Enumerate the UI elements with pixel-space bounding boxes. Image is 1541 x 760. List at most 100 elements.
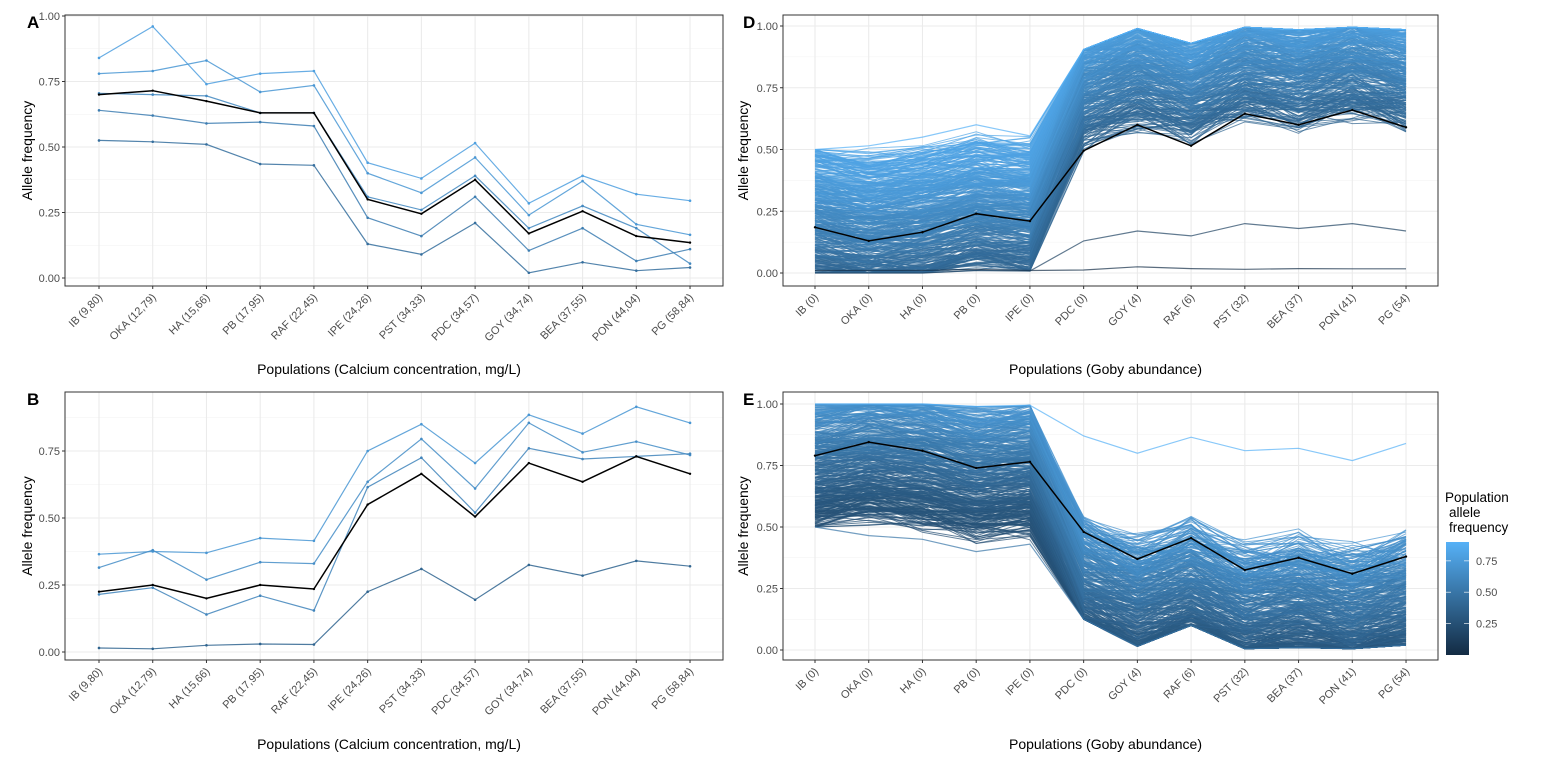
x-tick-label: PG (54) (1376, 666, 1412, 702)
panel-border (782, 14, 1439, 287)
x-tick-label: RAF (22,45) (269, 666, 320, 717)
x-tick-label: OKA (0) (839, 292, 875, 328)
y-tick-label: 0.00 (757, 645, 778, 657)
mean-point (258, 583, 262, 587)
mean-point (527, 461, 531, 465)
data-point (258, 642, 262, 646)
data-point (688, 266, 692, 269)
mean-point (312, 587, 316, 591)
legend-tick-label: 0.50 (1476, 587, 1497, 599)
lines-layer (97, 25, 692, 275)
x-tick-label: PST (32) (1211, 292, 1250, 331)
locus-line (814, 26, 1407, 203)
series-line-outlier-low (815, 266, 1406, 272)
y-tick-label: 1.00 (757, 399, 778, 411)
x-tick-label: GOY (4) (1106, 666, 1143, 703)
series-line-locus-2 (98, 422, 691, 581)
mean-point (921, 449, 924, 452)
data-point (151, 25, 155, 28)
locus-line (814, 440, 1407, 601)
data-point (205, 613, 208, 616)
x-tick-label: HA (15,66) (167, 292, 213, 338)
y-tick-label: 0.75 (757, 461, 778, 473)
legend-title-line-3: frequency (1449, 520, 1509, 535)
data-point (527, 447, 531, 450)
y-tick-label: 0.25 (39, 208, 60, 220)
y-axis-title: Allele frequency (19, 101, 35, 201)
legend-title-line-1: Population (1445, 490, 1509, 505)
y-tick-label: 0.25 (757, 584, 778, 596)
mean-line (814, 441, 1407, 575)
panel-border (64, 391, 724, 661)
locus-line (814, 462, 1407, 636)
data-point (205, 578, 208, 581)
data-point (366, 216, 369, 220)
locus-line (814, 36, 1407, 230)
x-tick-label: IPE (0) (1003, 666, 1036, 699)
x-tick-label: RAF (22,45) (269, 292, 320, 343)
data-point (258, 536, 262, 540)
x-tick-label: PB (17,95) (221, 292, 267, 338)
locus-line (814, 490, 1407, 647)
mean-line (98, 89, 691, 244)
series-line-locus-5 (98, 139, 691, 274)
data-point (420, 177, 423, 180)
data-point (97, 72, 101, 75)
mean-point (1189, 536, 1193, 540)
panel-border (782, 391, 1439, 661)
x-tick-label: PG (58,84) (650, 292, 697, 339)
mean-point (473, 178, 477, 181)
x-tick-label: RAF (6) (1162, 666, 1198, 702)
data-point (151, 647, 155, 651)
x-tick-label: PG (58,84) (650, 666, 697, 713)
locus-line (814, 26, 1407, 199)
locus-line (814, 44, 1407, 230)
data-point (312, 164, 316, 167)
data-point (420, 191, 423, 195)
x-tick-label: PDC (0) (1053, 292, 1090, 329)
lines-layer (813, 403, 1408, 650)
data-point (581, 574, 584, 577)
x-tick-label: HA (0) (898, 292, 929, 323)
data-point (258, 72, 262, 75)
mean-point (1082, 530, 1085, 534)
x-axis-title: Populations (Calcium concentration, mg/L… (257, 736, 521, 752)
mean-point (1136, 123, 1139, 127)
x-axis-title: Populations (Calcium concentration, mg/L… (257, 361, 521, 377)
mean-point (205, 99, 208, 103)
plot-background (65, 392, 723, 660)
data-point (205, 82, 208, 86)
locus-line (814, 403, 1407, 545)
data-point (205, 94, 208, 98)
x-tick-label: IB (9,80) (67, 292, 105, 330)
data-point (473, 461, 477, 465)
mean-point (867, 239, 870, 243)
mean-point (258, 111, 262, 115)
data-point (420, 422, 423, 426)
data-point (420, 456, 423, 460)
data-point (635, 259, 638, 263)
x-tick-label: IB (9,80) (67, 666, 105, 704)
locus-line (815, 403, 1407, 577)
data-point (97, 552, 101, 556)
data-point (312, 69, 316, 73)
mean-point (688, 241, 692, 244)
mean-line (98, 455, 691, 600)
lines-layer (97, 405, 692, 651)
mean-point (151, 89, 154, 92)
data-point (688, 452, 692, 455)
mean-point (921, 231, 924, 234)
data-point (151, 140, 155, 144)
x-tick-label: PDC (34,57) (430, 292, 482, 344)
series-line-lower-envelope (814, 526, 1407, 650)
series-line-lower-envelope (815, 222, 1407, 274)
mean-point (97, 590, 101, 593)
mean-point (1297, 123, 1300, 127)
locus-line (815, 403, 1407, 570)
data-point (473, 195, 477, 199)
x-tick-label: IPE (24,26) (326, 666, 374, 714)
data-point (688, 262, 692, 265)
mean-point (867, 440, 870, 444)
data-point (258, 594, 262, 598)
mean-point (420, 472, 423, 475)
